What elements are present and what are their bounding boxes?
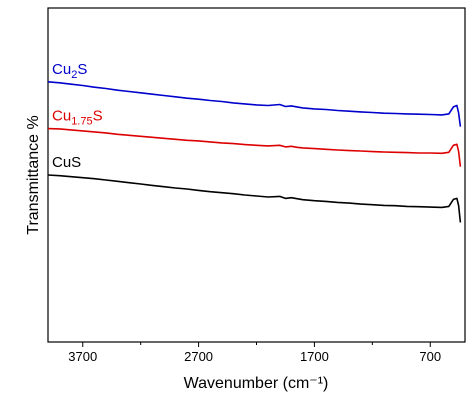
x-tick-label: 700 — [419, 349, 441, 364]
x-tick-label: 2700 — [184, 349, 213, 364]
series-line-1 — [47, 81, 462, 127]
x-tick-label: 1700 — [300, 349, 329, 364]
x-axis-title: Wavenumber (cm⁻¹) — [184, 375, 329, 392]
plot-area — [47, 7, 466, 343]
x-axis-ticks — [82, 342, 431, 347]
series-line-2 — [47, 127, 462, 167]
series-labels: Cu2S Cu1.75S CuS — [52, 61, 103, 171]
series-lines — [47, 81, 462, 223]
plot-frame — [47, 7, 466, 343]
series-label-1: Cu2S — [52, 61, 87, 81]
series-label-3: CuS — [52, 154, 81, 171]
x-axis-tick-labels: 3700 2700 1700 700 — [68, 349, 441, 364]
x-tick-label: 3700 — [68, 349, 97, 364]
series-label-2: Cu1.75S — [52, 108, 103, 128]
y-axis-title: Transmittance % — [25, 115, 42, 234]
series-line-3 — [47, 174, 462, 223]
